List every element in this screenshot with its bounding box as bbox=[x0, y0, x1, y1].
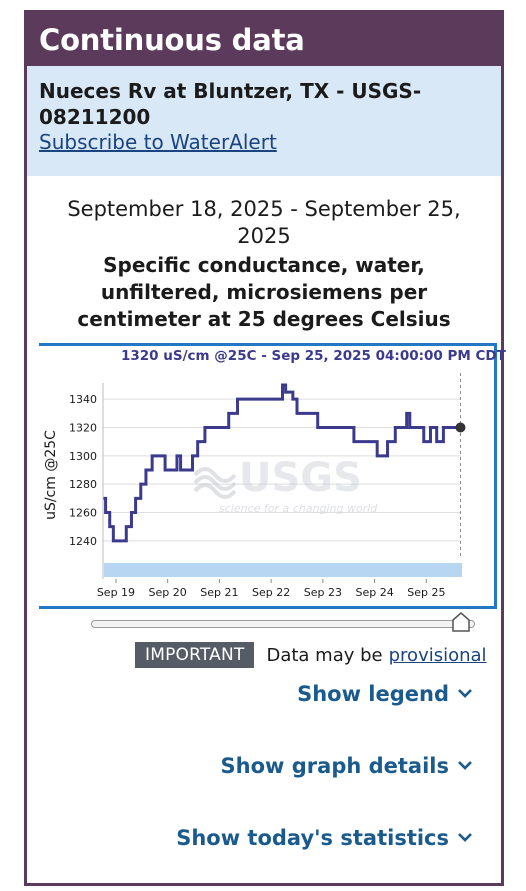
show-todays-statistics-label: Show today's statistics bbox=[176, 826, 449, 850]
x-tick-label: Sep 22 bbox=[252, 586, 290, 599]
y-tick-labels: 1240 1260 1280 1300 1320 1340 bbox=[69, 393, 97, 548]
usgs-watermark: USGS science for a changing world bbox=[193, 455, 378, 515]
site-name: Nueces Rv at Bluntzer, TX - USGS-0821120… bbox=[39, 79, 422, 129]
conductance-line bbox=[103, 383, 460, 543]
x-tick-label: Sep 21 bbox=[200, 586, 238, 599]
x-tick-label: Sep 19 bbox=[97, 586, 135, 599]
y-axis-label: uS/cm @25C bbox=[43, 430, 59, 520]
usgs-logo-icon bbox=[193, 467, 237, 499]
graph-frame bbox=[494, 343, 497, 609]
y-tick-label: 1240 bbox=[69, 535, 97, 548]
site-info-box: Nueces Rv at Bluntzer, TX - USGS-0821120… bbox=[27, 66, 501, 176]
y-tick-label: 1320 bbox=[69, 422, 97, 435]
y-tick-label: 1280 bbox=[69, 478, 97, 491]
show-todays-statistics-button[interactable]: Show today's statistics bbox=[176, 826, 473, 850]
provisional-link[interactable]: provisional bbox=[388, 644, 487, 666]
time-range-slider[interactable] bbox=[91, 620, 475, 628]
slider-handle-icon[interactable] bbox=[452, 612, 470, 632]
show-legend-label: Show legend bbox=[297, 682, 449, 706]
subscribe-wateralert-link[interactable]: Subscribe to WaterAlert bbox=[39, 130, 277, 154]
x-tick-label: Sep 20 bbox=[149, 586, 187, 599]
show-graph-details-label: Show graph details bbox=[220, 754, 449, 778]
x-tick-label: Sep 24 bbox=[355, 586, 393, 599]
watermark-logo-text: USGS bbox=[239, 455, 362, 501]
show-legend-button[interactable]: Show legend bbox=[297, 682, 473, 706]
y-tick-label: 1260 bbox=[69, 507, 97, 520]
y-tick-label: 1340 bbox=[69, 393, 97, 406]
watermark-tagline: science for a changing world bbox=[219, 502, 378, 515]
x-tick-labels: Sep 19 Sep 20 Sep 21 Sep 22 Sep 23 Sep 24 Sep … bbox=[97, 579, 445, 599]
continuous-data-panel: Continuous data Nueces Rv at Bluntzer, T… bbox=[24, 10, 506, 886]
important-tag: IMPORTANT bbox=[135, 642, 255, 668]
provisional-text: Data may be bbox=[266, 644, 383, 666]
chevron-down-icon bbox=[458, 833, 472, 842]
chevron-down-icon bbox=[458, 761, 472, 770]
cursor-point bbox=[455, 422, 466, 433]
brush-band[interactable] bbox=[104, 563, 462, 577]
date-range: September 18, 2025 - September 25, 2025 bbox=[67, 197, 461, 248]
y-tick-label: 1300 bbox=[69, 450, 97, 463]
panel-title: Continuous data bbox=[27, 13, 501, 66]
graph-frame bbox=[39, 343, 497, 346]
show-graph-details-button[interactable]: Show graph details bbox=[221, 754, 473, 778]
cursor-tooltip: 1320 uS/cm @25C - Sep 25, 2025 04:00:00 … bbox=[121, 348, 506, 364]
x-tick-label: Sep 23 bbox=[304, 586, 342, 599]
x-tick-label: Sep 25 bbox=[407, 586, 445, 599]
graph-frame bbox=[39, 606, 497, 609]
hydrograph[interactable]: 1320 uS/cm @25C - Sep 25, 2025 04:00:00 … bbox=[39, 343, 506, 609]
chevron-down-icon bbox=[458, 689, 472, 698]
provisional-notice: IMPORTANT Data may be provisional bbox=[135, 641, 487, 669]
chart-svg[interactable]: USGS science for a changing world uS/cm … bbox=[39, 365, 493, 605]
parameter-title: Specific conductance, water, unfiltered,… bbox=[77, 253, 451, 331]
